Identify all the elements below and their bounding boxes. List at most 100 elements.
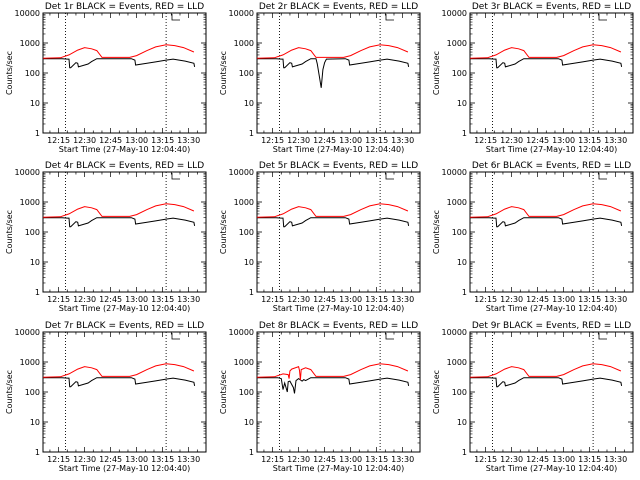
x-tick-label: 12:15: [474, 295, 497, 304]
x-tick-label: 13:15: [151, 295, 174, 304]
x-tick-label: 13:15: [151, 455, 174, 464]
x-tick-label: 12:45: [99, 455, 122, 464]
lld-series-line: [469, 363, 622, 378]
panel-6: Det 6r BLACK = Events, RED = LLD 1 10 100 10…: [432, 161, 634, 313]
panel-9: Det 9r BLACK = Events, RED = LLD 1 10 100 10…: [432, 321, 634, 473]
axis-frame: [42, 171, 207, 293]
y-tick-label: 10000: [229, 328, 254, 337]
axis-frame: [469, 171, 634, 293]
x-tick-label: 12:30: [500, 295, 523, 304]
x-tick-label: 12:15: [261, 455, 284, 464]
y-tick-label: 10000: [229, 168, 254, 177]
x-axis-label: Start Time (27-May-10 12:04:40): [273, 464, 404, 473]
x-tick-label: 13:00: [339, 455, 362, 464]
panel-1: Det 1r BLACK = Events, RED = LLD 1 10 100 10…: [5, 2, 207, 154]
y-tick-label: 10000: [442, 168, 467, 177]
y-axis-label: Counts/sec: [432, 370, 441, 414]
x-tick-label: 12:45: [313, 455, 336, 464]
x-tick-label: 12:30: [287, 455, 310, 464]
y-tick-label: 100: [25, 388, 40, 397]
y-tick-label: 1000: [234, 358, 254, 367]
x-tick-label: 13:30: [391, 455, 414, 464]
legend-swatch: [171, 333, 180, 340]
y-tick-label: 10000: [442, 328, 467, 337]
y-tick-label: 1000: [234, 198, 254, 207]
legend-swatch: [385, 14, 394, 21]
axis-frame: [42, 12, 207, 134]
y-tick-label: 1000: [20, 198, 40, 207]
x-tick-label: 13:15: [578, 455, 601, 464]
y-tick-label: 100: [239, 388, 254, 397]
x-tick-label: 13:15: [365, 136, 388, 145]
legend-swatch: [385, 173, 394, 180]
y-tick-label: 1: [249, 129, 254, 138]
y-tick-label: 10000: [15, 168, 40, 177]
y-axis-label: Counts/sec: [5, 51, 14, 95]
x-tick-label: 13:00: [125, 295, 148, 304]
panel-title: Det 4r BLACK = Events, RED = LLD: [45, 161, 204, 171]
y-tick-label: 1000: [447, 198, 467, 207]
x-tick-label: 13:00: [339, 295, 362, 304]
y-axis-label: Counts/sec: [5, 210, 14, 254]
legend-swatch: [598, 333, 607, 340]
lld-series-line: [469, 203, 622, 218]
y-tick-label: 1: [462, 448, 467, 457]
axis-frame: [42, 331, 207, 453]
y-tick-label: 10: [457, 99, 467, 108]
y-tick-label: 1000: [20, 358, 40, 367]
x-tick-label: 12:30: [500, 136, 523, 145]
y-tick-label: 10: [30, 418, 40, 427]
y-tick-label: 10: [457, 258, 467, 267]
x-tick-label: 13:15: [578, 136, 601, 145]
x-axis-label: Start Time (27-May-10 12:04:40): [486, 304, 617, 313]
y-tick-label: 1000: [447, 358, 467, 367]
y-axis-label: Counts/sec: [219, 370, 228, 414]
x-axis-label: Start Time (27-May-10 12:04:40): [59, 304, 190, 313]
y-axis-label: Counts/sec: [219, 210, 228, 254]
y-tick-label: 100: [239, 69, 254, 78]
x-tick-label: 13:00: [552, 136, 575, 145]
panel-8: Det 8r BLACK = Events, RED = LLD 1 10 100 10…: [219, 321, 421, 473]
x-tick-label: 13:30: [391, 295, 414, 304]
x-tick-label: 13:00: [125, 136, 148, 145]
y-tick-label: 100: [452, 228, 467, 237]
x-tick-label: 12:45: [526, 455, 549, 464]
x-tick-label: 13:00: [125, 455, 148, 464]
y-tick-label: 10000: [442, 9, 467, 18]
panel-4: Det 4r BLACK = Events, RED = LLD 1 10 100 10…: [5, 161, 207, 313]
panel-2: Det 2r BLACK = Events, RED = LLD 1 10 100 10…: [219, 2, 421, 154]
y-axis-label: Counts/sec: [5, 370, 14, 414]
x-tick-label: 12:15: [47, 295, 70, 304]
events-series-line: [43, 58, 196, 69]
y-tick-label: 100: [452, 388, 467, 397]
y-tick-label: 10: [244, 258, 254, 267]
axis-frame: [469, 12, 634, 134]
x-tick-label: 12:45: [313, 295, 336, 304]
x-axis-label: Start Time (27-May-10 12:04:40): [59, 464, 190, 473]
x-tick-label: 12:30: [287, 136, 310, 145]
y-tick-label: 1: [249, 288, 254, 297]
x-axis-label: Start Time (27-May-10 12:04:40): [486, 145, 617, 154]
panel-3: Det 3r BLACK = Events, RED = LLD 1 10 100 10…: [432, 2, 634, 154]
panel-title: Det 2r BLACK = Events, RED = LLD: [259, 2, 418, 12]
x-tick-label: 12:15: [261, 295, 284, 304]
panel-title: Det 7r BLACK = Events, RED = LLD: [45, 321, 204, 331]
x-tick-label: 13:15: [578, 295, 601, 304]
x-tick-label: 12:45: [99, 295, 122, 304]
x-tick-label: 12:30: [73, 136, 96, 145]
panel-title: Det 5r BLACK = Events, RED = LLD: [259, 161, 418, 171]
events-series-line: [470, 58, 623, 69]
y-tick-label: 100: [25, 228, 40, 237]
panel-title: Det 3r BLACK = Events, RED = LLD: [472, 2, 631, 12]
axis-frame: [256, 171, 421, 293]
lld-series-line: [42, 363, 195, 378]
lld-series-line: [42, 44, 195, 59]
x-tick-label: 13:30: [177, 455, 200, 464]
x-tick-label: 13:15: [365, 295, 388, 304]
events-series-line: [470, 377, 623, 388]
x-tick-label: 12:15: [47, 455, 70, 464]
events-series-line: [43, 217, 196, 228]
y-tick-label: 1000: [234, 39, 254, 48]
y-tick-label: 10: [30, 258, 40, 267]
y-tick-label: 10: [244, 418, 254, 427]
